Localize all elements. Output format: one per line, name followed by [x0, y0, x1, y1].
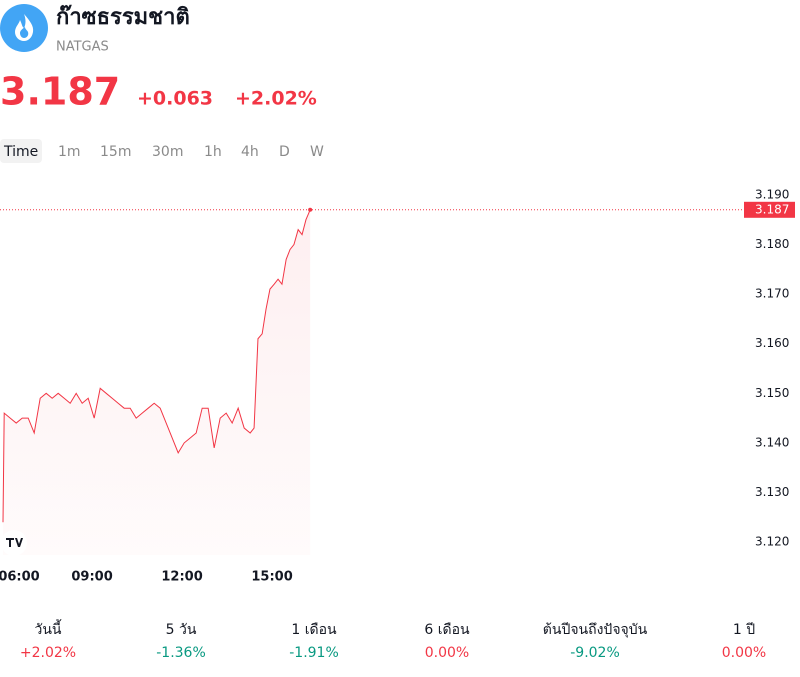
period-change: -1.36% [156, 645, 206, 661]
timeframe-tab[interactable]: 4h [241, 144, 259, 160]
y-tick-label: 3.150 [755, 386, 789, 400]
symbol-icon [0, 4, 48, 52]
x-tick-label: 12:00 [161, 570, 202, 585]
y-tick-label: 3.180 [755, 237, 789, 251]
area-fill [3, 209, 311, 556]
price-change-percent: +2.02% [235, 88, 317, 110]
tab-active-bg [0, 139, 42, 163]
timeframe-tab[interactable]: 1h [204, 144, 222, 160]
last-price-label: 3.187 [755, 202, 789, 216]
period-label: ต้นปีจนถึงปัจจุบัน [543, 622, 648, 638]
x-tick-label: 15:00 [251, 570, 292, 585]
timeframe-tab[interactable]: W [310, 144, 324, 160]
timeframe-tab[interactable]: Time [3, 144, 38, 160]
y-tick-label: 3.140 [755, 435, 789, 449]
y-tick-label: 3.190 [755, 187, 789, 201]
y-tick-label: 3.120 [755, 535, 789, 549]
timeframe-tab[interactable]: D [279, 144, 290, 160]
x-tick-label: 09:00 [71, 570, 112, 585]
timeframe-tab[interactable]: 30m [152, 144, 183, 160]
timeframe-tab[interactable]: 15m [100, 144, 131, 160]
tradingview-logo [1, 530, 27, 556]
symbol-ticker: NATGAS [56, 40, 109, 55]
price-change: +0.063 [137, 88, 213, 110]
period-label: 6 เดือน [424, 622, 470, 638]
period-label: 5 วัน [166, 622, 197, 638]
x-tick-label: 06:00 [0, 570, 40, 585]
period-label: 1 ปี [733, 622, 755, 638]
period-change: -9.02% [570, 645, 620, 661]
period-change: 0.00% [425, 645, 469, 661]
timeframe-tab[interactable]: 1m [58, 144, 81, 160]
y-tick-label: 3.160 [755, 336, 789, 350]
period-change: 0.00% [722, 645, 766, 661]
y-tick-label: 3.170 [755, 287, 789, 301]
price: 3.187 [0, 70, 120, 114]
period-change: +2.02% [20, 645, 76, 661]
last-point [308, 207, 313, 212]
period-label: วันนี้ [34, 619, 62, 638]
last-price-badge [744, 201, 795, 218]
period-change: -1.91% [289, 645, 339, 661]
y-tick-label: 3.130 [755, 485, 789, 499]
period-label: 1 เดือน [291, 622, 337, 638]
symbol-name: ก๊าซธรรมชาติ [56, 4, 190, 30]
price-line [2, 209, 311, 523]
